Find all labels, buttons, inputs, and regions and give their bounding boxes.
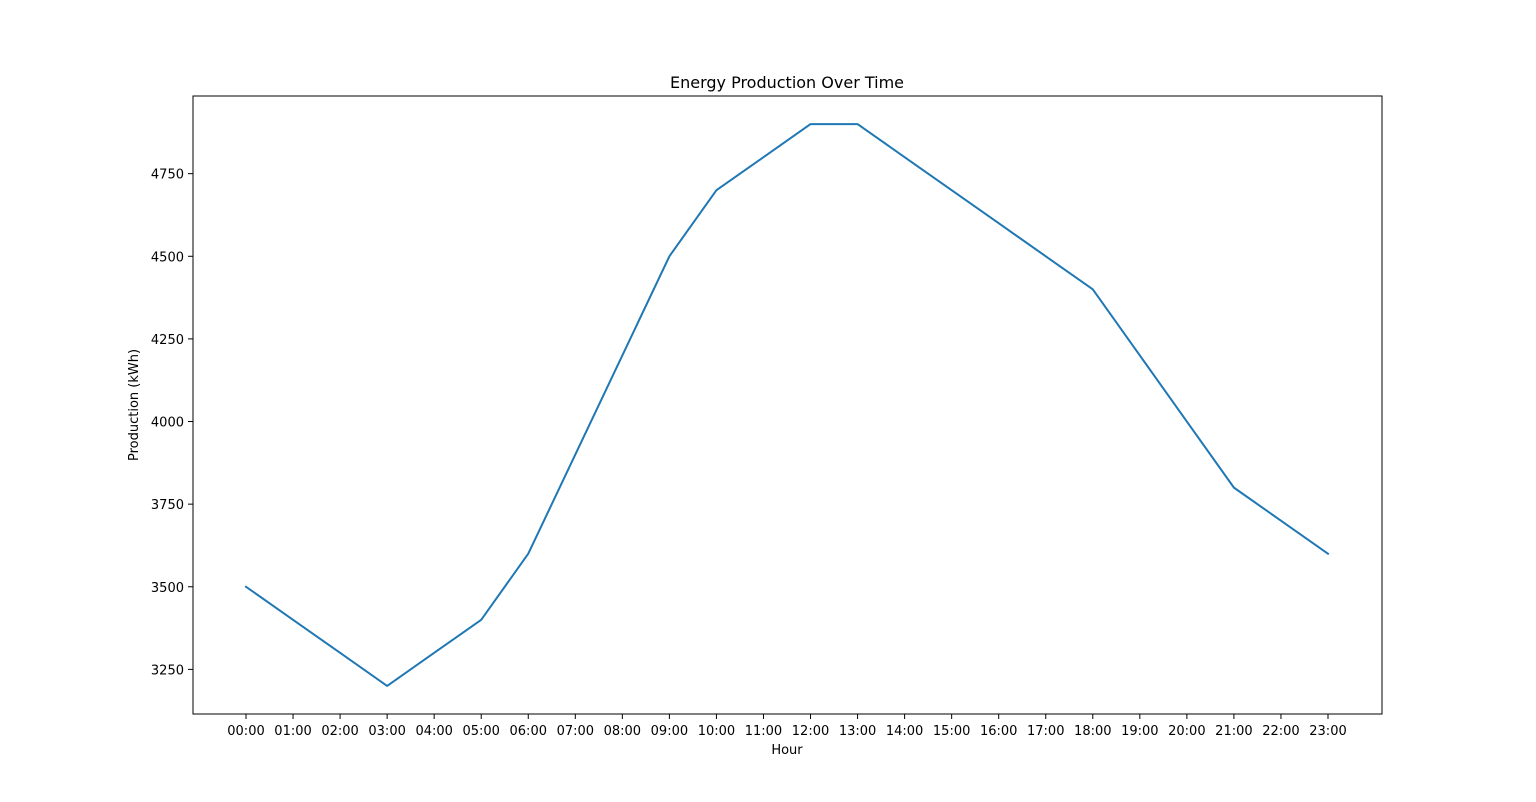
x-tick-label: 15:00: [933, 724, 970, 739]
x-tick-label: 07:00: [557, 724, 594, 739]
plot-area: 00:00 01:00 02:00 03:00 04:00 05:00 06:00 07:00…: [151, 95, 1383, 739]
x-tick-label: 04:00: [415, 724, 452, 739]
x-tick-label: 23:00: [1309, 724, 1346, 739]
x-tick-label: 16:00: [980, 724, 1017, 739]
y-tick-label: 4500: [151, 250, 184, 265]
series-line: [244, 123, 1330, 687]
x-tick-label: 22:00: [1262, 724, 1299, 739]
axes-frame: [192, 95, 1383, 715]
x-tick-label: 00:00: [227, 724, 264, 739]
y-tick-label: 3500: [151, 581, 184, 596]
x-tick-label: 13:00: [839, 724, 876, 739]
x-tick-label: 06:00: [510, 724, 547, 739]
chart-title: Energy Production Over Time: [670, 73, 904, 92]
x-axis-label: Hour: [771, 743, 803, 758]
y-tick-label: 3250: [151, 663, 184, 678]
x-tick-label: 05:00: [462, 724, 499, 739]
x-tick-label: 03:00: [368, 724, 405, 739]
y-tick-label: 4750: [151, 168, 184, 183]
x-tick-label: 08:00: [604, 724, 641, 739]
x-tick-label: 14:00: [886, 724, 923, 739]
x-tick-label: 18:00: [1074, 724, 1111, 739]
y-axis-label: Production (kWh): [127, 349, 142, 461]
y-tick-label: 4000: [151, 416, 184, 431]
x-tick-label: 19:00: [1121, 724, 1158, 739]
x-tick-label: 17:00: [1027, 724, 1064, 739]
x-tick-label: 20:00: [1168, 724, 1205, 739]
x-tick-label: 12:00: [792, 724, 829, 739]
y-tick-label: 4250: [151, 333, 184, 348]
x-tick-label: 21:00: [1215, 724, 1252, 739]
x-tick-label: 11:00: [745, 724, 782, 739]
y-tick-label: 3750: [151, 498, 184, 513]
x-tick-label: 09:00: [651, 724, 688, 739]
x-tick-label: 02:00: [321, 724, 358, 739]
x-tick-label: 10:00: [698, 724, 735, 739]
x-tick-label: 01:00: [274, 724, 311, 739]
